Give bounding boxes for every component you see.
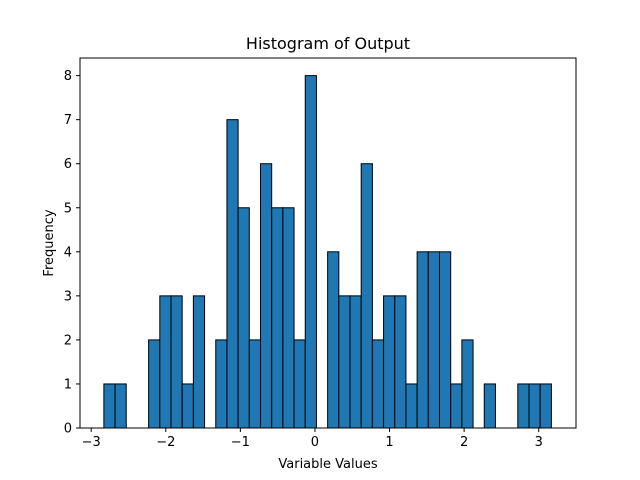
histogram-bar	[405, 383, 418, 429]
histogram-bar	[271, 207, 284, 429]
histogram-bar	[237, 207, 250, 429]
histogram-bar	[226, 119, 239, 429]
histogram-bar	[483, 383, 496, 429]
plot-frame	[79, 57, 577, 429]
y-tick-label: 4	[64, 245, 72, 260]
x-tick-label: −1	[231, 435, 250, 450]
histogram-bar	[293, 339, 306, 429]
x-tick-label: 2	[460, 435, 468, 450]
histogram-bar	[181, 383, 194, 429]
x-tick-label: −2	[156, 435, 175, 450]
histogram-bar	[439, 251, 452, 429]
histogram-bar	[427, 251, 441, 429]
x-tick-label: 1	[385, 435, 393, 450]
histogram-bar	[327, 251, 340, 429]
histogram-bar	[371, 339, 385, 429]
histogram-bar	[192, 295, 206, 429]
histogram-bar	[539, 383, 552, 429]
histogram-bar	[148, 339, 161, 429]
y-tick-label: 3	[64, 289, 72, 304]
y-tick-label: 8	[64, 69, 72, 84]
x-tick-label: 0	[311, 435, 319, 450]
histogram-bar	[259, 163, 273, 429]
x-axis-ticks: −3 −2 −1 0 1 2 3	[82, 428, 543, 450]
x-axis-label: Variable Values	[278, 457, 377, 472]
y-axis-ticks: 0 1 2 3 4 5 6 7 8	[64, 69, 80, 437]
histogram-bar	[103, 383, 116, 429]
histogram-bar	[338, 295, 351, 429]
y-tick-label: 0	[64, 422, 72, 437]
chart-title: Histogram of Output	[246, 34, 410, 53]
histogram-bar	[517, 383, 530, 429]
histogram-bar	[461, 339, 474, 429]
histogram-bar	[450, 383, 463, 429]
histogram-bar	[215, 339, 228, 429]
histogram-bar	[528, 383, 541, 429]
x-tick-label: −3	[82, 435, 101, 450]
histogram-bar	[360, 163, 373, 429]
histogram-bar	[304, 75, 317, 429]
y-tick-label: 1	[64, 377, 72, 392]
y-tick-label: 5	[64, 201, 72, 216]
histogram-bar	[170, 295, 183, 429]
histogram-bar	[248, 339, 261, 429]
histogram-bar	[282, 207, 295, 429]
x-tick-label: 3	[535, 435, 543, 450]
y-tick-label: 6	[64, 157, 72, 172]
histogram-bar	[114, 383, 127, 429]
histogram-bar	[394, 295, 407, 429]
histogram-bar	[349, 295, 362, 429]
y-tick-label: 7	[64, 113, 72, 128]
histogram-bar	[159, 295, 172, 429]
y-axis-label: Frequency	[42, 209, 57, 276]
histogram-bar	[383, 295, 396, 429]
y-tick-label: 2	[64, 333, 72, 348]
histogram-bar	[416, 251, 429, 429]
